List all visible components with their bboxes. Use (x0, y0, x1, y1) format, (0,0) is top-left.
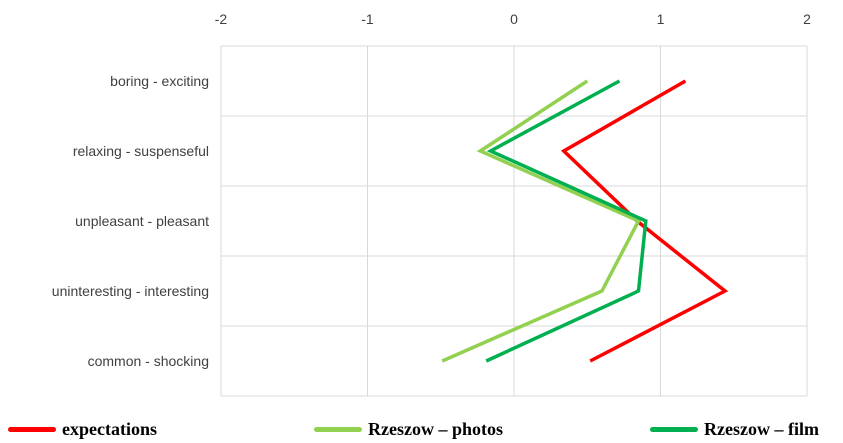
legend-label-expectations: expectations (62, 418, 157, 439)
legend-item-expectations: expectations (8, 417, 157, 441)
x-tick-label: -2 (215, 11, 228, 27)
legend-swatch-expectations (8, 426, 56, 432)
category-label: common - shocking (88, 353, 209, 369)
legend-swatch-photos (314, 426, 362, 432)
series-line-2 (485, 79, 648, 363)
legend-label-film: Rzeszow – film (704, 418, 819, 439)
series-lines (441, 79, 729, 363)
legend-item-film: Rzeszow – film (650, 417, 819, 441)
series-line-1 (441, 79, 641, 363)
category-label: relaxing - suspenseful (73, 143, 209, 159)
legend-swatch-film (650, 426, 698, 432)
x-tick-label: 2 (803, 11, 811, 27)
category-label: unpleasant - pleasant (75, 213, 209, 229)
category-label: uninteresting - interesting (52, 283, 209, 299)
x-tick-label: 1 (657, 11, 665, 27)
legend-label-photos: Rzeszow – photos (368, 418, 503, 439)
category-labels: boring - exciting relaxing - suspenseful u… (52, 73, 209, 369)
legend-item-photos: Rzeszow – photos (314, 417, 503, 441)
category-label: boring - exciting (110, 73, 209, 89)
x-tick-label: 0 (510, 11, 518, 27)
x-tick-labels: -2 -1 0 1 2 (215, 11, 811, 27)
x-tick-label: -1 (361, 11, 374, 27)
grid (220, 45, 808, 397)
